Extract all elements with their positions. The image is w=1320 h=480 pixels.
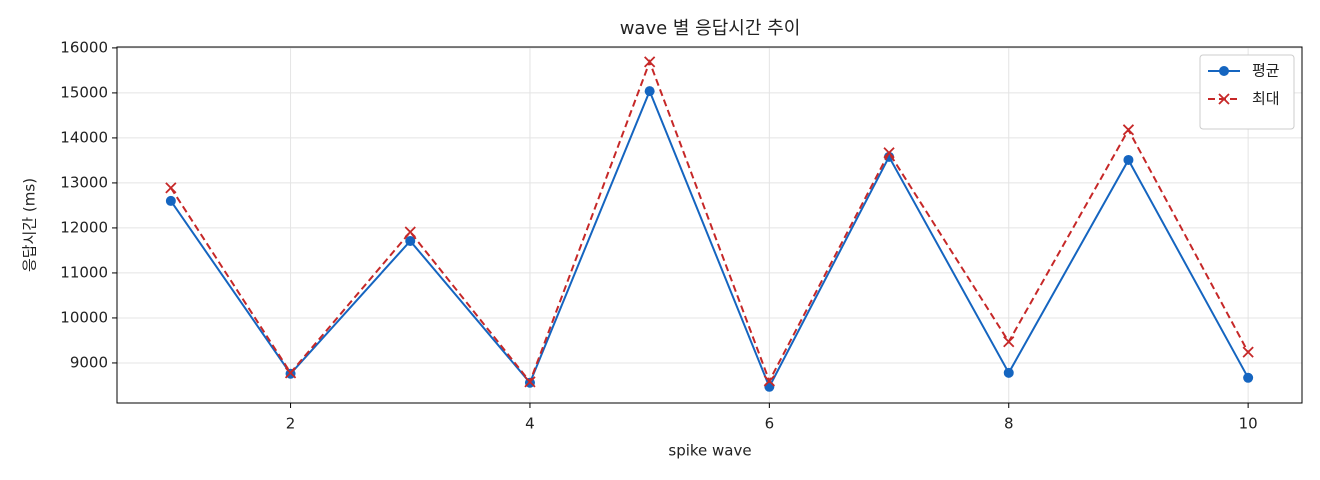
series-line	[170, 88, 1250, 390]
y-tick-label: 14000	[60, 128, 108, 146]
marker	[404, 226, 416, 238]
marker	[165, 182, 177, 194]
y-axis-label: 응답시간 (ms)	[21, 178, 39, 272]
x-tick-label: 4	[525, 415, 535, 433]
marker	[1003, 367, 1014, 378]
marker	[1242, 346, 1254, 358]
x-tick-label: 10	[1239, 415, 1258, 433]
marker	[165, 195, 176, 206]
legend-label: 최대	[1252, 90, 1280, 108]
x-axis-label: spike wave	[668, 442, 751, 460]
chart-title: wave 별 응답시간 추이	[620, 18, 801, 39]
y-tick-label: 15000	[60, 83, 108, 101]
y-tick-label: 10000	[60, 308, 108, 326]
marker	[1243, 372, 1254, 383]
marker	[763, 375, 775, 387]
series-line	[170, 59, 1250, 384]
marker	[644, 56, 656, 68]
x-tick-label: 6	[765, 415, 775, 433]
y-tick-label: 16000	[60, 38, 108, 56]
x-tick-label: 2	[286, 415, 296, 433]
x-tick-label: 8	[1004, 415, 1014, 433]
marker	[405, 235, 416, 246]
legend-marker	[1218, 93, 1230, 105]
plot-frame	[116, 46, 1303, 404]
marker	[284, 367, 297, 379]
marker	[644, 86, 655, 97]
marker	[1122, 124, 1135, 136]
marker	[1123, 154, 1134, 165]
y-tick-label: 11000	[60, 263, 108, 281]
legend-marker	[1219, 66, 1229, 76]
marker	[524, 376, 536, 388]
marker	[883, 147, 895, 159]
y-tick-label: 13000	[60, 173, 108, 191]
y-tick-label: 12000	[60, 218, 108, 236]
marker	[1003, 336, 1015, 348]
y-tick-label: 9000	[70, 353, 108, 371]
legend-label: 평균	[1252, 62, 1280, 80]
legend-box	[1199, 54, 1295, 130]
